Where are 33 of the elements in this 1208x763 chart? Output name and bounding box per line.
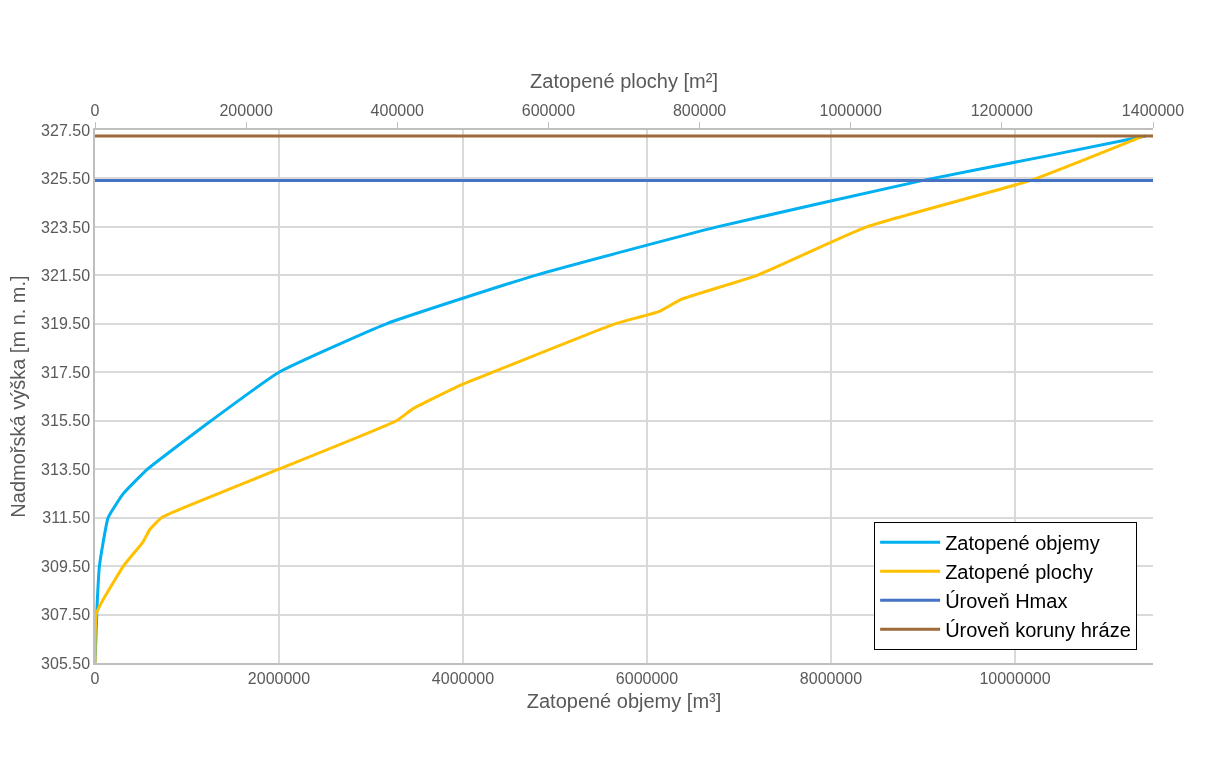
legend-label: Zatopené objemy xyxy=(945,531,1100,554)
y-tick-label: 325.50 xyxy=(41,170,91,188)
x2-tick-label: 200000 xyxy=(219,101,273,119)
x2-tick-label: 400000 xyxy=(370,101,425,119)
y-tick-label: 309.50 xyxy=(41,557,91,575)
x2-tick-label: 800000 xyxy=(672,101,727,119)
y-tick-label: 317.50 xyxy=(41,363,91,381)
x-axis-title: Zatopené objemy [m³] xyxy=(526,689,722,712)
x2-tick-label: 600000 xyxy=(521,101,576,119)
y-axis-title: Nadmořská výška [m n. m.] xyxy=(7,275,30,518)
x-tick-label: 0 xyxy=(90,669,100,687)
y-tick-label: 311.50 xyxy=(42,509,91,527)
x-tick-label: 2000000 xyxy=(247,669,311,687)
x-tick-label: 6000000 xyxy=(615,669,679,687)
x2-tick-label: 0 xyxy=(90,101,100,119)
y-tick-label: 321.50 xyxy=(41,266,91,284)
x-tick-label: 8000000 xyxy=(799,669,863,687)
y-tick-label: 323.50 xyxy=(41,218,91,236)
y-tick-label: 327.50 xyxy=(41,121,91,139)
x2-tick-label: 1000000 xyxy=(819,101,882,119)
x-tick-label: 10000000 xyxy=(979,669,1051,687)
y-tick-label: 307.50 xyxy=(41,606,91,624)
x-tick-label: 4000000 xyxy=(431,669,495,687)
legend-label: Zatopené plochy xyxy=(945,560,1094,583)
y-tick-label: 305.50 xyxy=(41,654,91,672)
x2-tick-label: 1400000 xyxy=(1121,101,1185,119)
x2-axis-title: Zatopené plochy [m²] xyxy=(530,69,718,92)
y-tick-label: 313.50 xyxy=(41,460,91,478)
legend-label: Úroveň Hmax xyxy=(945,589,1068,612)
y-tick-label: 315.50 xyxy=(41,412,91,430)
x2-tick-label: 1200000 xyxy=(970,101,1034,119)
y-tick-label: 319.50 xyxy=(41,315,91,333)
legend-label: Úroveň koruny hráze xyxy=(945,618,1131,641)
